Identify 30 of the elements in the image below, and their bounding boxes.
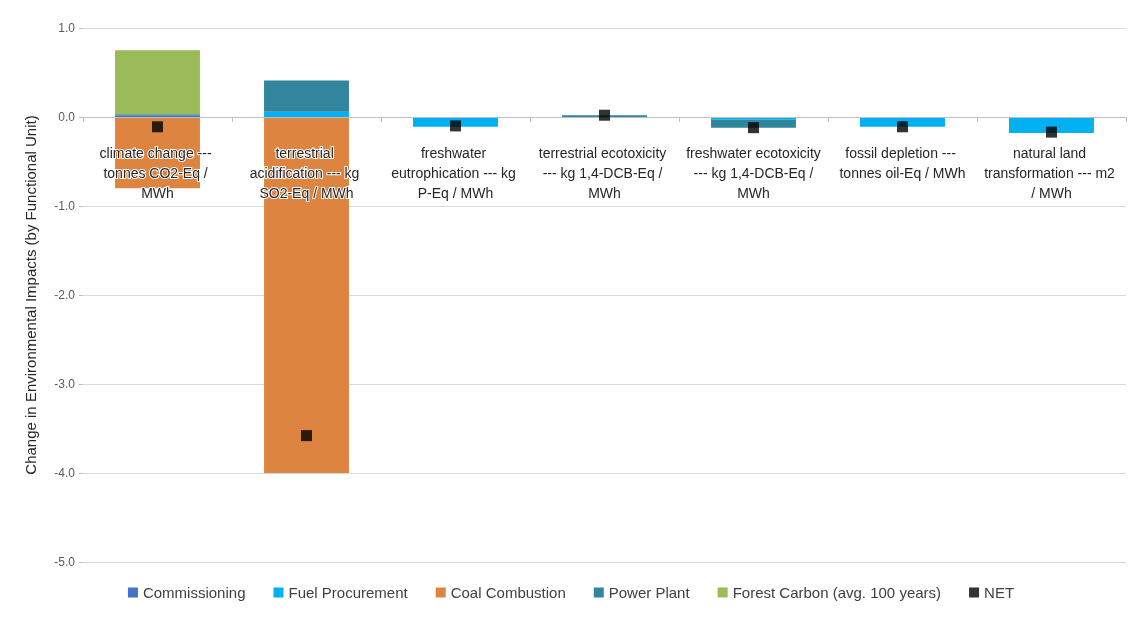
point <box>301 430 312 442</box>
x-tick-label: fossil depletion --- tonnes oil-Eq / MWh <box>839 145 966 181</box>
y-tick-label: -2.0 <box>54 288 76 302</box>
y-tick-label: 1.0 <box>58 21 76 35</box>
legend-label: Coal Combustion <box>450 584 566 601</box>
legend-label: Fuel Procurement <box>288 584 409 601</box>
bar <box>115 50 200 115</box>
y-tick-label: 0.0 <box>58 110 76 124</box>
legend-label: Forest Carbon (avg. 100 years) <box>732 584 942 601</box>
point <box>1046 126 1057 138</box>
x-tick-label: freshwater eutrophication --- kg P-Eq / MWh <box>391 145 520 201</box>
point <box>450 120 461 132</box>
legend-label: NET <box>984 584 1015 601</box>
x-tick-label: freshwater ecotoxicity --- kg 1,4-DCB-Eq / MWh <box>686 145 821 201</box>
bar <box>264 80 349 112</box>
legend-label: Power Plant <box>608 584 691 601</box>
x-tick-label: natural land transformation --- m2 / MWh <box>984 145 1119 201</box>
x-tick-label: terrestrial ecotoxicity --- kg 1,4-DCB-Eq / MWh <box>538 145 671 201</box>
bar <box>711 119 796 128</box>
point <box>748 122 759 134</box>
point <box>152 121 163 133</box>
y-axis-title: Change in Environmental Impacts (by Functional Unit) <box>22 115 39 475</box>
y-tick-label: -3.0 <box>54 377 76 391</box>
legend-label: Commissioning <box>142 584 246 601</box>
y-tick-label: -4.0 <box>54 466 76 480</box>
bar <box>264 111 349 117</box>
y-tick-label: -1.0 <box>54 199 76 213</box>
point <box>897 121 908 133</box>
point <box>599 109 610 121</box>
y-tick-label: -5.0 <box>54 555 76 569</box>
